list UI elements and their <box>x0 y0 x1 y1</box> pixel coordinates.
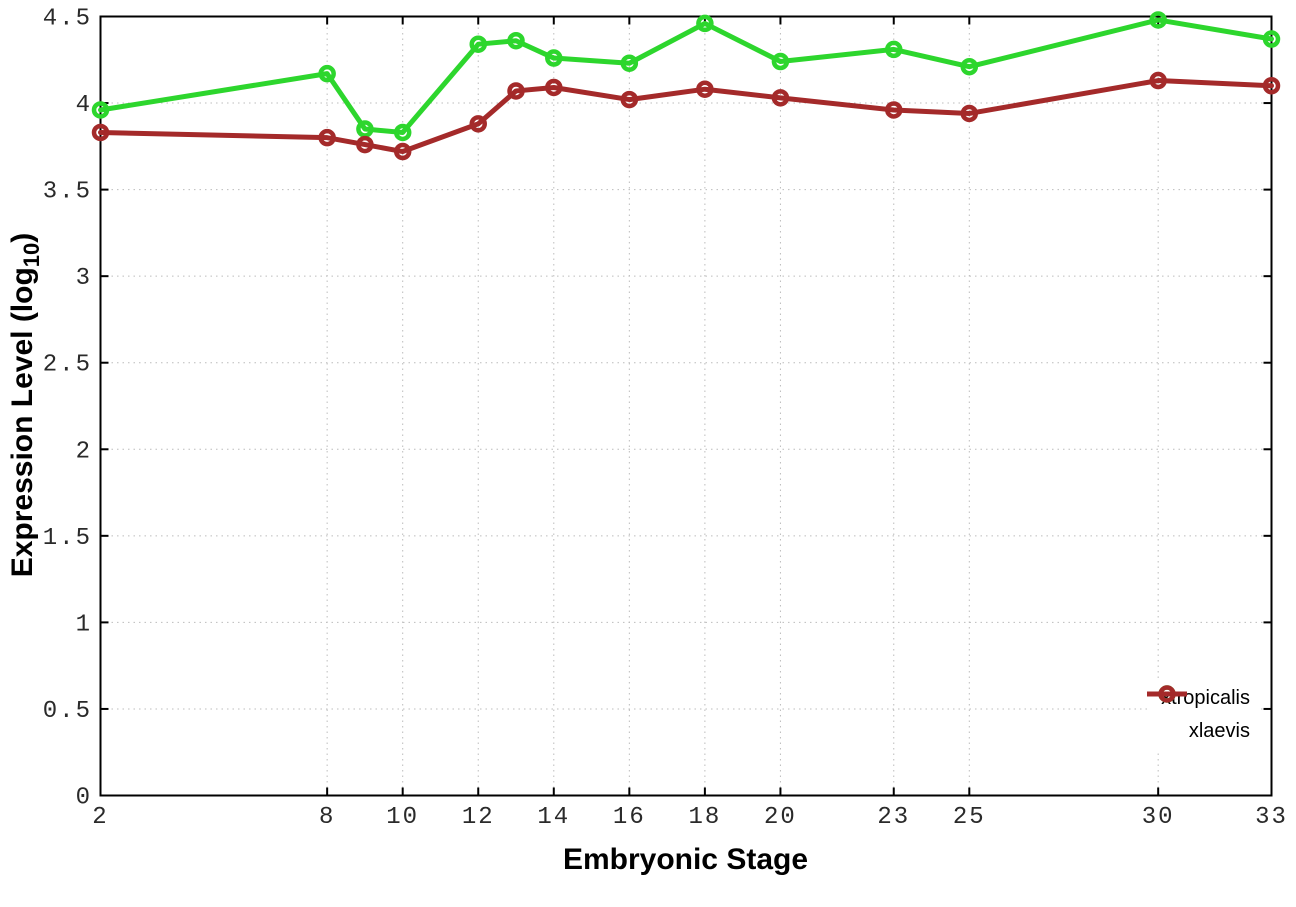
grid-layer <box>100 16 1272 796</box>
marker-xlaevis-stage-8 <box>318 128 336 147</box>
marker-xlaevis-stage-13 <box>507 82 525 100</box>
marker-xtropicalis-stage-14 <box>545 49 563 67</box>
x-tick-label-10: 10 <box>386 804 419 831</box>
marker-xtropicalis-stage-9 <box>356 120 374 138</box>
y-tick-label-0.5: 0.5 <box>43 698 92 725</box>
marker-xlaevis-stage-23 <box>885 101 903 119</box>
marker-xlaevis-stage-10 <box>393 142 412 161</box>
y-tick-label-4: 4 <box>76 92 92 119</box>
x-tick-label-18: 18 <box>688 804 721 831</box>
x-tick-label-23: 23 <box>877 804 910 831</box>
marker-xtropicalis-stage-12 <box>469 35 487 53</box>
marker-xtropicalis-stage-8 <box>318 64 336 83</box>
legend-sample-xlaevis <box>1147 685 1188 703</box>
marker-xlaevis-stage-30 <box>1149 71 1167 90</box>
marker-xtropicalis-stage-13 <box>507 31 525 50</box>
marker-xtropicalis-stage-23 <box>885 40 903 59</box>
x-tick-label-8: 8 <box>319 804 335 831</box>
x-tick-label-25: 25 <box>953 804 986 831</box>
y-axis-title-subscript: 10 <box>19 242 44 268</box>
marker-xtropicalis-stage-2 <box>91 101 110 119</box>
legend-item-xlaevis: xlaevis <box>1147 685 1260 748</box>
marker-xtropicalis-stage-16 <box>620 54 639 72</box>
y-tick-label-1: 1 <box>76 611 92 638</box>
x-tick-label-2: 2 <box>92 804 108 831</box>
plot-border <box>99 15 1273 797</box>
series-line-xtropicalis <box>98 17 1274 135</box>
legend-sample-marker-xlaevis <box>1158 685 1176 703</box>
x-tick-label-33: 33 <box>1255 804 1288 831</box>
x-tick-label-14: 14 <box>537 804 570 831</box>
marker-xtropicalis-stage-10 <box>393 123 412 142</box>
marker-xlaevis-stage-12 <box>469 115 487 133</box>
y-axis-title-text: Expression Level (log <box>6 267 39 578</box>
marker-xlaevis-stage-16 <box>620 90 639 109</box>
marker-xtropicalis-stage-33 <box>1262 30 1281 48</box>
tick-marks-layer <box>99 15 1273 797</box>
marker-xlaevis-stage-14 <box>545 78 563 97</box>
marker-xlaevis-stage-9 <box>356 135 374 154</box>
legend-label-xlaevis: xlaevis <box>1188 720 1250 742</box>
y-tick-label-0: 0 <box>76 785 92 812</box>
x-axis-title: Embryonic Stage <box>100 843 1271 877</box>
marker-xlaevis-stage-20 <box>771 89 790 107</box>
x-tick-label-16: 16 <box>613 804 646 831</box>
marker-xtropicalis-stage-18 <box>696 14 714 33</box>
y-axis-title-close: ) <box>6 232 39 243</box>
y-axis-title: Expression Level (log10) <box>6 15 46 795</box>
data-series-layer <box>91 11 1281 161</box>
marker-xlaevis-stage-18 <box>696 80 714 98</box>
y-tick-label-3: 3 <box>76 265 92 292</box>
x-axis-title-text: Embryonic Stage <box>562 843 809 876</box>
x-tick-label-30: 30 <box>1142 804 1175 831</box>
y-tick-label-2.5: 2.5 <box>43 352 92 379</box>
y-tick-label-4.5: 4.5 <box>43 6 92 33</box>
y-tick-label-3.5: 3.5 <box>43 179 92 206</box>
tick-labels-layer: 2 8 10 12 14 16 18 20 23 25 30 33 0 0.5 1 1.5 2 2.5 3 3.5 4 4… <box>43 6 1288 832</box>
marker-xlaevis-stage-25 <box>960 104 979 123</box>
x-tick-label-20: 20 <box>764 804 797 831</box>
marker-xlaevis-stage-33 <box>1262 76 1281 95</box>
x-tick-label-12: 12 <box>462 804 495 831</box>
series-line-xlaevis <box>98 78 1274 155</box>
marker-xtropicalis-stage-20 <box>771 52 790 71</box>
legend: xtropicalis xlaevis <box>1147 680 1260 750</box>
marker-xtropicalis-stage-30 <box>1149 11 1167 29</box>
y-tick-label-1.5: 1.5 <box>43 525 92 552</box>
marker-xlaevis-stage-2 <box>91 123 110 142</box>
y-tick-label-2: 2 <box>76 438 92 465</box>
marker-xtropicalis-stage-25 <box>960 57 979 76</box>
plot-border-layer <box>99 15 1273 797</box>
